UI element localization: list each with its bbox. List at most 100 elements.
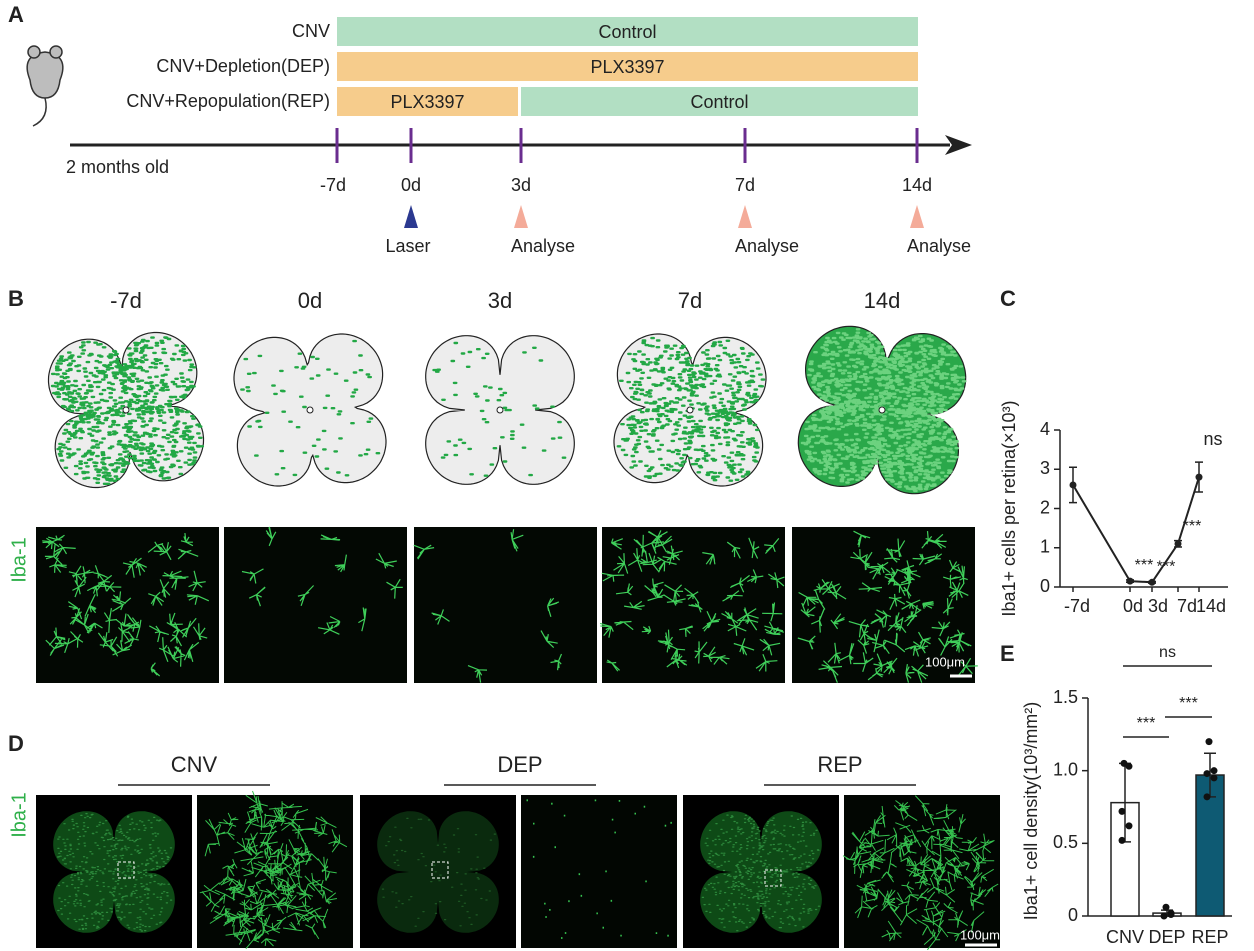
comparison-label: *** [1179,695,1198,712]
cell-dots [616,336,766,482]
mouse-icon [26,45,64,127]
micrograph [36,527,219,683]
inset-box [117,861,135,879]
zoom-image [844,795,1000,948]
event-marker [910,205,924,228]
significance-label: *** [1183,518,1202,535]
x-tick-label: CNV [1106,927,1144,947]
y-tick-label: 2 [1040,497,1050,517]
retina-diagram [797,325,967,495]
y-tick-label: 0 [1040,576,1050,596]
timepoint-header: 14d [864,288,901,313]
optic-disc [878,406,886,414]
data-point [1195,473,1203,481]
x-tick-label: 3d [1148,596,1168,616]
data-point [1125,762,1133,770]
y-tick-label: 1 [1040,537,1050,557]
event-label: Analyse [907,236,971,256]
event-label: Analyse [735,236,799,256]
timepoint-label: 14d [902,175,932,195]
panel-label: D [8,731,24,756]
microglia [599,530,785,672]
retina-diagram [613,333,767,487]
y-tick-label: 1.0 [1053,759,1078,779]
event-marker [514,205,528,228]
whole-retina [700,811,822,933]
data-point [1167,909,1175,917]
group-header: CNV [171,752,218,777]
microglia [842,795,999,951]
group-label: CNV+Repopulation(REP) [126,91,330,111]
optic-disc [306,406,314,414]
treatment-bar [521,87,918,116]
x-tick-label: 7d [1177,596,1197,616]
x-tick-label: 14d [1196,596,1226,616]
event-label: Laser [385,236,430,256]
cell-dots [381,817,496,927]
retina-diagram [47,331,205,489]
microglia [526,799,672,939]
retina-diagram [425,335,575,485]
data-point [1203,770,1211,778]
event-marker [738,205,752,228]
timepoint-header: 0d [298,288,322,313]
microglia [42,533,210,677]
micrograph [224,527,407,683]
timepoint-header: 7d [678,288,702,313]
data-point [1205,738,1213,746]
panel-label: B [8,286,24,311]
cell-dots [800,328,967,493]
data-point [1210,767,1218,775]
data-point [1210,774,1218,782]
retina-diagram [233,333,387,487]
y-tick-label: 1.5 [1053,687,1078,707]
group-header: REP [817,752,862,777]
event-label: Analyse [511,236,575,256]
timeline-arrow [945,135,972,155]
y-tick-label: 4 [1040,419,1050,439]
significance-label: *** [1157,559,1176,576]
optic-disc [496,406,504,414]
significance-label: *** [1135,557,1154,574]
treatment-label: Control [598,22,656,42]
comparison-label: ns [1159,644,1176,661]
group-header: DEP [497,752,542,777]
scale-bar-label: 100μm [960,927,1000,942]
data-point [1174,540,1182,548]
cell-dots [56,813,173,932]
panel-label: A [8,2,24,27]
treatment-label: PLX3397 [390,92,464,112]
retina-shape [377,811,499,933]
optic-disc [122,406,130,414]
timepoint-header: 3d [488,288,512,313]
inset-box [764,869,782,887]
microglia [413,529,563,683]
optic-disc [686,406,694,414]
x-tick-label: -7d [1064,596,1090,616]
bar [1110,801,1140,917]
data-point [1203,793,1211,801]
timepoint-label: -7d [320,175,346,195]
y-tick-label: 3 [1040,458,1050,478]
group-label: CNV [292,21,330,41]
cell-dots [50,336,205,485]
cell-dots [432,341,567,477]
treatment-bar [337,87,518,116]
timepoint-label: 0d [401,175,421,195]
event-marker [404,205,418,228]
stain-label: Iba-1 [8,537,30,583]
panel-label: E [1000,641,1015,666]
significance-label: ns [1203,429,1222,449]
group-label: CNV+Depletion(DEP) [156,56,330,76]
timepoint-header: -7d [110,288,142,313]
stain-label: Iba-1 [8,792,30,838]
panel-label: C [1000,286,1016,311]
zoom-image [521,795,677,948]
data-point [1118,807,1126,815]
data-point [1162,903,1170,911]
data-point [1160,912,1168,920]
comparison-label: *** [1137,715,1156,732]
y-axis-label: Iba1+ cells per retina(×10³) [999,400,1019,616]
microglia [241,526,403,635]
